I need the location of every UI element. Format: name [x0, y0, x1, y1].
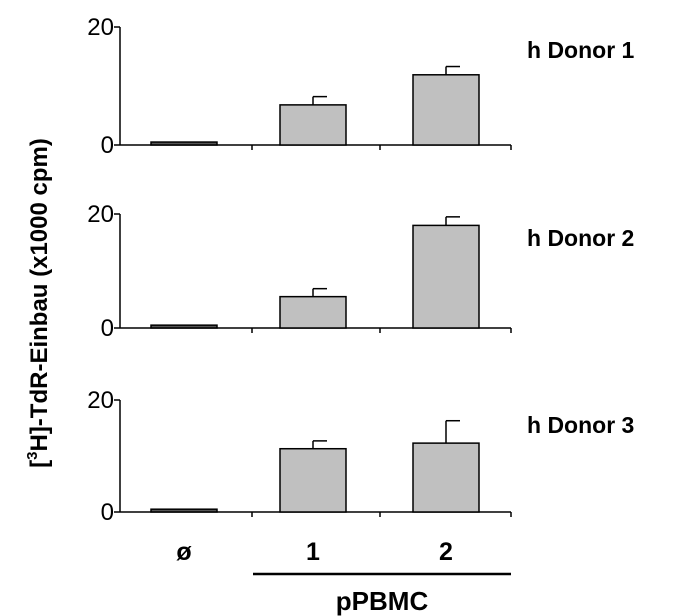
bar-1 — [279, 295, 347, 329]
bar-2 — [412, 224, 480, 329]
bar-1 — [279, 104, 347, 146]
group-label: pPBMC — [336, 586, 429, 616]
y-tick-label: 0 — [101, 499, 114, 526]
panel-3: 0 20 h Donor 3 — [87, 387, 634, 526]
x-tick-label-empty: ø — [176, 538, 192, 566]
panels: 0 20 h Donor 1 0 20 h Donor 2 0 20 h Donor 3 — [87, 14, 634, 526]
panel-label: h Donor 2 — [527, 225, 634, 251]
y-tick-label: 0 — [101, 315, 114, 342]
panel-label: h Donor 3 — [527, 412, 634, 438]
y-axis-label-superscript: 3 — [24, 452, 41, 460]
panel-2: 0 20 h Donor 2 — [87, 201, 634, 342]
bar-ø — [150, 508, 218, 513]
panel-label: h Donor 1 — [527, 37, 635, 63]
panel-1: 0 20 h Donor 1 — [87, 14, 634, 159]
y-tick-label: 0 — [101, 132, 114, 159]
bar-2 — [412, 442, 480, 513]
bar-ø — [150, 324, 218, 329]
y-tick-label: 20 — [87, 387, 114, 414]
x-tick-label-2: 2 — [439, 538, 453, 566]
bar-1 — [279, 447, 347, 513]
y-tick-label: 20 — [87, 201, 114, 228]
y-axis-label: [3H]-TdR-Einbau (x1000 cpm) — [24, 138, 53, 468]
bar-ø — [150, 141, 218, 146]
x-tick-label-1: 1 — [306, 538, 320, 566]
bar-2 — [412, 74, 480, 146]
y-tick-label: 20 — [87, 14, 114, 41]
y-axis-label-rest: H]-TdR-Einbau (x1000 cpm) — [26, 138, 53, 451]
y-axis-label-open: [ — [26, 460, 53, 468]
